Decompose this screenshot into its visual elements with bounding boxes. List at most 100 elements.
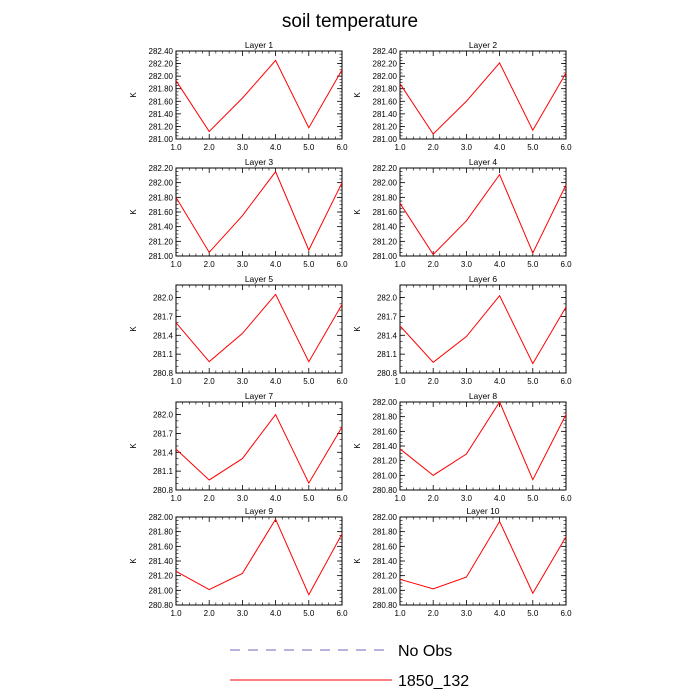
panel-title: Layer 9 bbox=[245, 506, 274, 516]
y-tick-label: 281.00 bbox=[373, 471, 398, 480]
x-tick-label: 3.0 bbox=[237, 494, 249, 503]
y-tick-label: 281.20 bbox=[149, 122, 174, 131]
y-tick-label: 280.8 bbox=[153, 486, 174, 495]
y-tick-label: 282.20 bbox=[373, 60, 398, 69]
x-tick-label: 3.0 bbox=[461, 143, 473, 152]
y-tick-label: 281.1 bbox=[377, 350, 398, 359]
panel-title: Layer 7 bbox=[245, 391, 274, 401]
panel-title: Layer 3 bbox=[245, 157, 274, 167]
y-tick-label: 281.20 bbox=[149, 237, 174, 246]
x-tick-label: 2.0 bbox=[204, 494, 216, 503]
y-tick-label: 282.00 bbox=[149, 179, 174, 188]
chart-panel-8: Layer 8 K 1.0 2.0 3.0 4.0 5.0 6.0 280.80 281.00 28… bbox=[353, 391, 572, 503]
x-tick-label: 2.0 bbox=[204, 260, 216, 269]
series-line-1850-132 bbox=[175, 413, 343, 485]
x-tick-label: 6.0 bbox=[336, 494, 348, 503]
plot-frame bbox=[399, 401, 567, 491]
y-tick-label: 281.40 bbox=[373, 557, 398, 566]
plot-frame bbox=[175, 284, 343, 374]
y-tick-label: 281.20 bbox=[373, 572, 398, 581]
y-tick-label: 281.80 bbox=[373, 528, 398, 537]
y-tick-label: 281.00 bbox=[149, 586, 174, 595]
chart-panel-3: Layer 3 K 1.0 2.0 3.0 4.0 5.0 6.0 281.00 281.20 28… bbox=[129, 157, 348, 269]
series-line-1850-132 bbox=[399, 294, 567, 365]
x-tick-label: 3.0 bbox=[461, 494, 473, 503]
y-tick-label: 281.60 bbox=[149, 97, 174, 106]
y-tick-label: 281.60 bbox=[373, 97, 398, 106]
y-tick-label: 281.00 bbox=[373, 586, 398, 595]
x-tick-label: 3.0 bbox=[237, 377, 249, 386]
y-tick-label: 281.7 bbox=[153, 429, 174, 438]
y-tick-label: 282.0 bbox=[153, 411, 174, 420]
panel-title: Layer 4 bbox=[469, 157, 498, 167]
x-tick-label: 6.0 bbox=[336, 609, 348, 618]
x-tick-label: 4.0 bbox=[494, 494, 506, 503]
y-tick-label: 281.20 bbox=[373, 237, 398, 246]
panel-title: Layer 1 bbox=[245, 40, 274, 50]
y-tick-label: 280.80 bbox=[373, 601, 398, 610]
y-axis-label: K bbox=[353, 443, 362, 449]
x-tick-label: 1.0 bbox=[170, 377, 182, 386]
x-tick-label: 4.0 bbox=[270, 143, 282, 152]
x-tick-label: 6.0 bbox=[336, 260, 348, 269]
legend-label-1850-132: 1850_132 bbox=[398, 673, 469, 690]
series-line-1850-132 bbox=[399, 520, 567, 595]
x-tick-label: 3.0 bbox=[461, 260, 473, 269]
x-tick-label: 2.0 bbox=[204, 143, 216, 152]
x-tick-label: 5.0 bbox=[527, 377, 539, 386]
y-axis-label: K bbox=[353, 92, 362, 98]
series-line-1850-132 bbox=[175, 170, 343, 254]
chart-panel-10: Layer 10 K 1.0 2.0 3.0 4.0 5.0 6.0 280.80 281.00 2… bbox=[353, 506, 572, 618]
y-tick-label: 281.40 bbox=[149, 557, 174, 566]
x-tick-label: 5.0 bbox=[303, 143, 315, 152]
y-axis-label: K bbox=[353, 558, 362, 564]
y-tick-label: 282.20 bbox=[149, 60, 174, 69]
x-tick-label: 2.0 bbox=[428, 143, 440, 152]
y-axis-label: K bbox=[353, 209, 362, 215]
plot-frame bbox=[175, 516, 343, 606]
y-axis-label: K bbox=[129, 326, 138, 332]
y-tick-label: 282.20 bbox=[373, 164, 398, 173]
series-line-1850-132 bbox=[175, 293, 343, 363]
y-tick-label: 281.00 bbox=[373, 252, 398, 261]
x-tick-label: 1.0 bbox=[394, 143, 406, 152]
y-tick-label: 281.4 bbox=[153, 448, 174, 457]
y-tick-label: 281.80 bbox=[373, 413, 398, 422]
y-tick-label: 282.0 bbox=[153, 294, 174, 303]
x-tick-label: 6.0 bbox=[560, 609, 572, 618]
x-tick-label: 4.0 bbox=[494, 377, 506, 386]
x-tick-label: 1.0 bbox=[170, 494, 182, 503]
y-tick-label: 282.20 bbox=[149, 164, 174, 173]
series-line-1850-132 bbox=[399, 400, 567, 481]
x-tick-label: 1.0 bbox=[170, 260, 182, 269]
chart-panel-4: Layer 4 K 1.0 2.0 3.0 4.0 5.0 6.0 281.00 281.20 28… bbox=[353, 157, 572, 269]
x-tick-label: 2.0 bbox=[428, 609, 440, 618]
y-tick-label: 281.20 bbox=[373, 457, 398, 466]
x-tick-label: 4.0 bbox=[270, 377, 282, 386]
y-tick-label: 282.00 bbox=[149, 513, 174, 522]
y-tick-label: 281.80 bbox=[149, 85, 174, 94]
y-tick-label: 281.60 bbox=[373, 208, 398, 217]
y-tick-label: 281.1 bbox=[153, 350, 174, 359]
y-tick-label: 281.80 bbox=[373, 85, 398, 94]
x-tick-label: 2.0 bbox=[204, 377, 216, 386]
x-tick-label: 5.0 bbox=[303, 377, 315, 386]
y-tick-label: 281.60 bbox=[149, 542, 174, 551]
y-tick-label: 281.4 bbox=[377, 331, 398, 340]
series-line-1850-132 bbox=[399, 62, 567, 135]
y-tick-label: 281.7 bbox=[377, 312, 398, 321]
panel-title: Layer 2 bbox=[469, 40, 498, 50]
x-tick-label: 5.0 bbox=[303, 494, 315, 503]
x-tick-label: 1.0 bbox=[394, 377, 406, 386]
y-tick-label: 281.80 bbox=[149, 193, 174, 202]
legend-label-no-obs: No Obs bbox=[398, 643, 452, 660]
x-tick-label: 6.0 bbox=[336, 377, 348, 386]
x-tick-label: 4.0 bbox=[494, 260, 506, 269]
y-tick-label: 281.80 bbox=[149, 528, 174, 537]
x-tick-label: 3.0 bbox=[461, 377, 473, 386]
y-tick-label: 282.00 bbox=[373, 72, 398, 81]
x-tick-label: 1.0 bbox=[170, 143, 182, 152]
plot-frame bbox=[399, 516, 567, 606]
